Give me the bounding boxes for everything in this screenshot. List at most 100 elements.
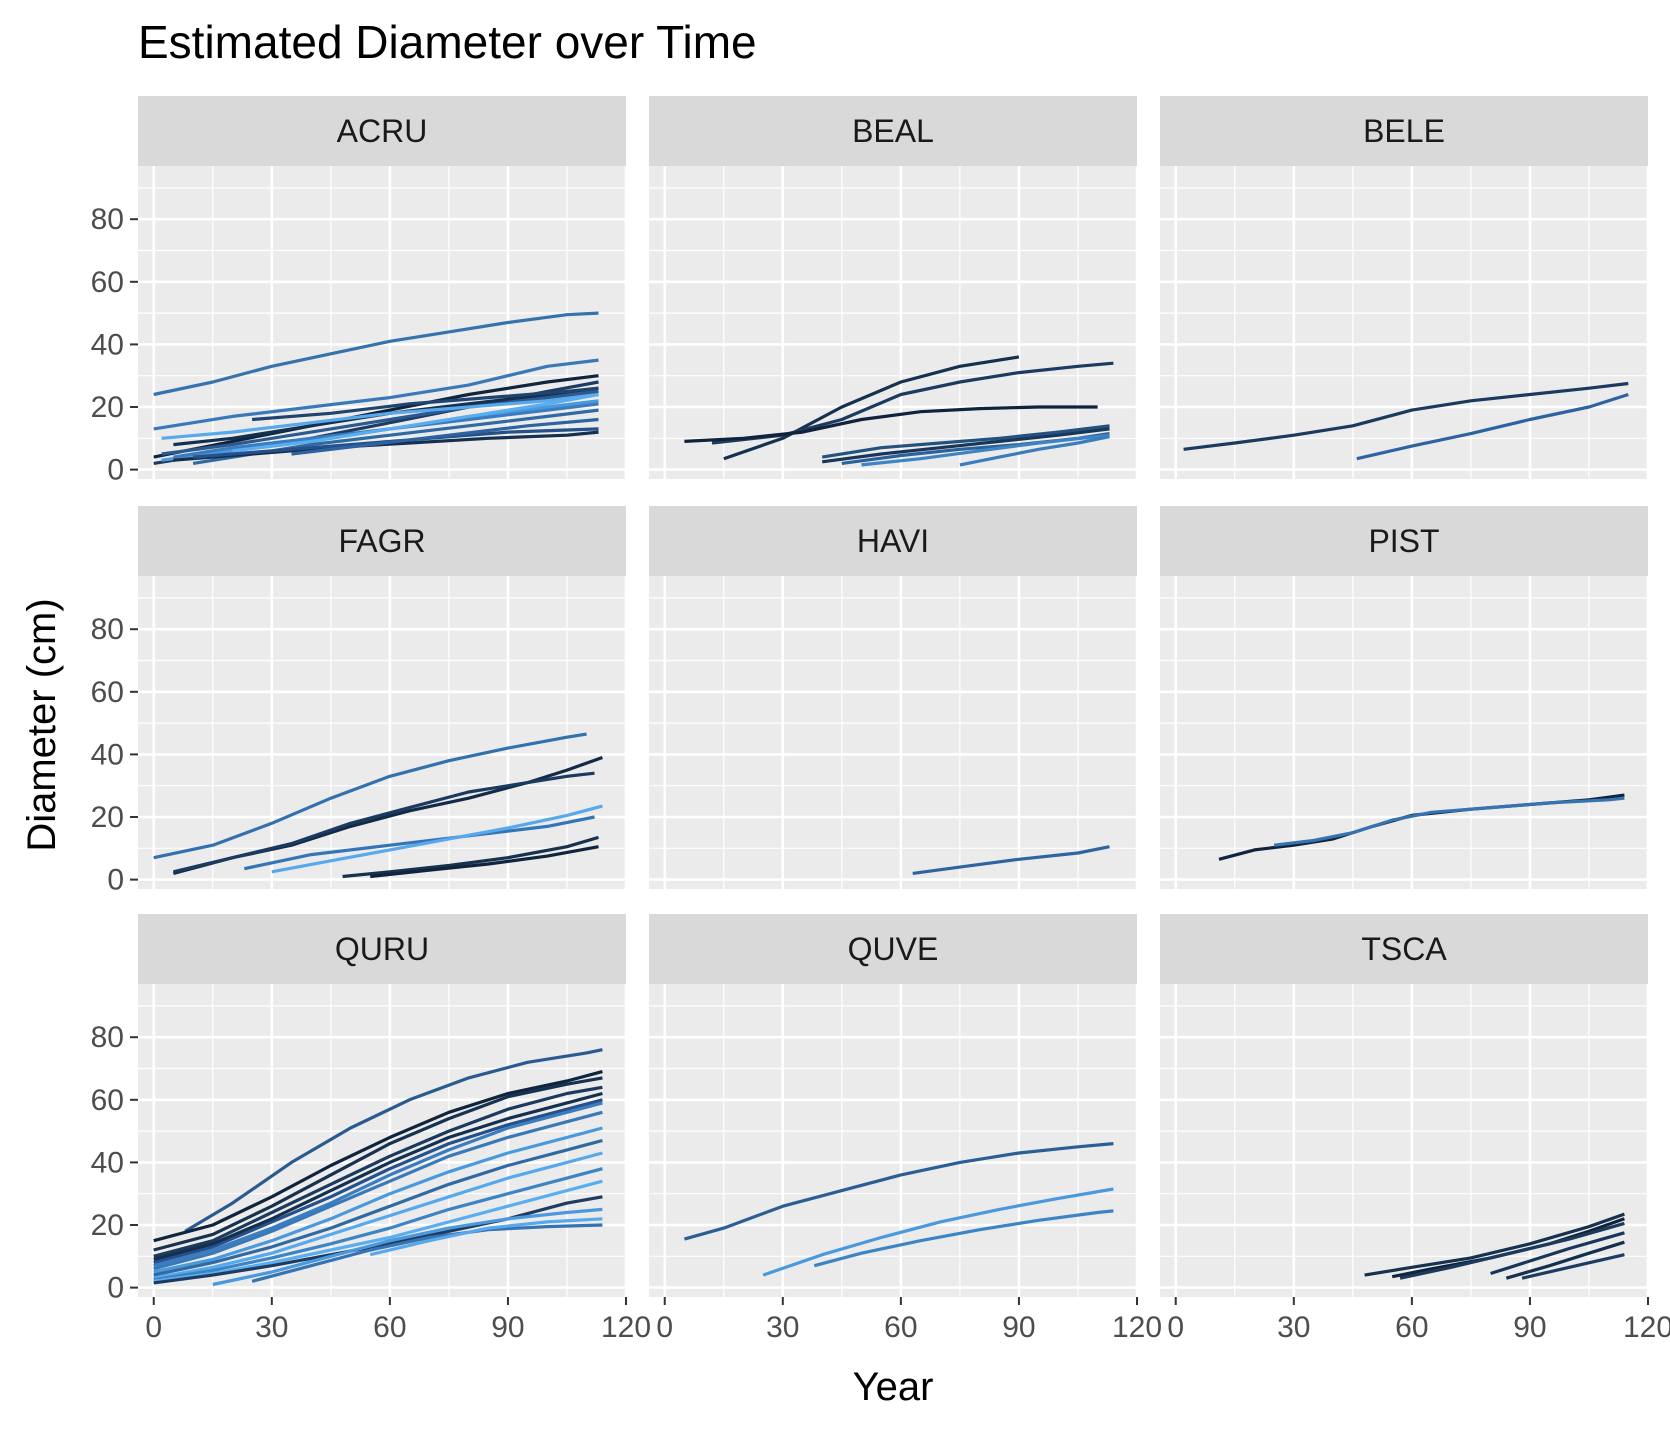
y-tick-label: 80 — [91, 1021, 124, 1054]
x-tick-label: 30 — [1277, 1311, 1310, 1344]
series-line — [1490, 1231, 1625, 1276]
series-line — [251, 1223, 603, 1283]
x-tick-label: 0 — [145, 1311, 162, 1344]
series-line — [762, 1187, 1114, 1277]
y-tick-label: 20 — [91, 1209, 124, 1242]
x-tick-label: 30 — [766, 1311, 799, 1344]
panel-background — [138, 576, 626, 889]
facet-label: PIST — [1368, 523, 1439, 559]
y-tick-label: 0 — [107, 864, 124, 897]
y-tick-label: 60 — [91, 676, 124, 709]
series-line — [212, 1207, 603, 1287]
x-axis-title: Year — [853, 1365, 934, 1409]
panel-background — [1160, 984, 1648, 1297]
y-tick-label: 0 — [107, 454, 124, 487]
series-line — [1356, 392, 1629, 461]
chart-title: Estimated Diameter over Time — [138, 16, 757, 68]
facet-acru: ACRU 0 20 40 60 80 — [91, 96, 628, 487]
series-line — [1364, 1212, 1625, 1277]
series-line — [153, 1076, 603, 1252]
series-line — [153, 1179, 603, 1283]
facet-bele: BELE — [1160, 96, 1650, 479]
facet-havi: HAVI — [649, 506, 1139, 889]
facet-strip — [649, 506, 1137, 576]
series-line — [821, 427, 1110, 464]
series-line — [161, 392, 599, 440]
series-line — [271, 804, 603, 874]
facet-strip — [649, 96, 1137, 166]
series-line — [153, 1101, 603, 1268]
y-tick-label: 40 — [91, 1146, 124, 1179]
x-tick-label: 0 — [1167, 1311, 1184, 1344]
y-tick-label: 20 — [91, 391, 124, 424]
x-tick-label: 90 — [491, 1311, 524, 1344]
series-line — [173, 430, 599, 462]
x-tick-label: 60 — [884, 1311, 917, 1344]
facet-label: HAVI — [857, 523, 929, 559]
series-line — [232, 392, 599, 453]
series-line — [153, 1085, 603, 1258]
series-line — [723, 355, 1020, 461]
x-tick-label: 60 — [1395, 1311, 1428, 1344]
series-line — [153, 1098, 603, 1265]
y-tick-label: 0 — [107, 1272, 124, 1305]
series-line — [153, 1070, 603, 1243]
facet-quve: QUVE 0 30 60 90 120 — [649, 914, 1162, 1344]
series-line — [1505, 1240, 1625, 1280]
facet-label: TSCA — [1361, 931, 1447, 967]
series-line — [342, 835, 599, 879]
y-tick-label: 40 — [91, 738, 124, 771]
facet-strip — [138, 96, 626, 166]
facet-strip — [1160, 96, 1648, 166]
facet-label: ACRU — [337, 113, 428, 149]
panel-background — [1160, 576, 1648, 889]
series-line — [1521, 1253, 1625, 1280]
series-line — [251, 386, 599, 422]
facet-pist: PIST — [1160, 506, 1650, 889]
facet-label: FAGR — [338, 523, 425, 559]
series-line — [153, 1195, 603, 1285]
y-tick-label: 80 — [91, 203, 124, 236]
facet-label: QURU — [335, 931, 429, 967]
y-tick-label: 80 — [91, 613, 124, 646]
x-tick-label: 120 — [1623, 1311, 1670, 1344]
facet-strip — [138, 914, 626, 984]
x-tick-label: 60 — [373, 1311, 406, 1344]
facet-quru: QURU 0 20 40 60 80 0 30 60 90 120 — [91, 914, 651, 1344]
series-line — [153, 1138, 603, 1277]
facet-label: BEAL — [852, 113, 934, 149]
x-tick-label: 30 — [255, 1311, 288, 1344]
panel-background — [649, 984, 1137, 1297]
facet-strip — [1160, 506, 1648, 576]
facet-strip — [649, 914, 1137, 984]
facet-grid: ACRU 0 20 40 60 80 BEAL BELE FAGR 0 20 40 60 80 HAVI PI… — [91, 96, 1670, 1344]
x-tick-label: 120 — [601, 1311, 651, 1344]
series-line — [1399, 1221, 1625, 1280]
facet-fagr: FAGR 0 20 40 60 80 — [91, 506, 628, 897]
series-line — [184, 1048, 603, 1233]
series-line — [370, 845, 599, 879]
y-axis-title: Diameter (cm) — [20, 598, 64, 851]
series-line — [173, 771, 595, 874]
x-tick-label: 90 — [1513, 1311, 1546, 1344]
series-line — [153, 1091, 603, 1261]
series-line — [369, 1217, 603, 1257]
series-line — [683, 1142, 1114, 1241]
series-line — [153, 1126, 603, 1274]
panel-background — [649, 576, 1137, 889]
facet-label: BELE — [1363, 113, 1445, 149]
y-tick-label: 40 — [91, 328, 124, 361]
facet-strip — [1160, 914, 1648, 984]
series-line — [153, 1167, 603, 1282]
series-line — [161, 389, 599, 456]
series-line — [291, 417, 599, 456]
facet-beal: BEAL — [649, 96, 1139, 479]
series-line — [684, 405, 1098, 443]
series-line — [912, 845, 1110, 875]
series-line — [153, 732, 587, 860]
series-line — [243, 815, 595, 871]
facet-label: QUVE — [848, 931, 939, 967]
series-line — [821, 424, 1110, 459]
series-line — [153, 358, 599, 431]
